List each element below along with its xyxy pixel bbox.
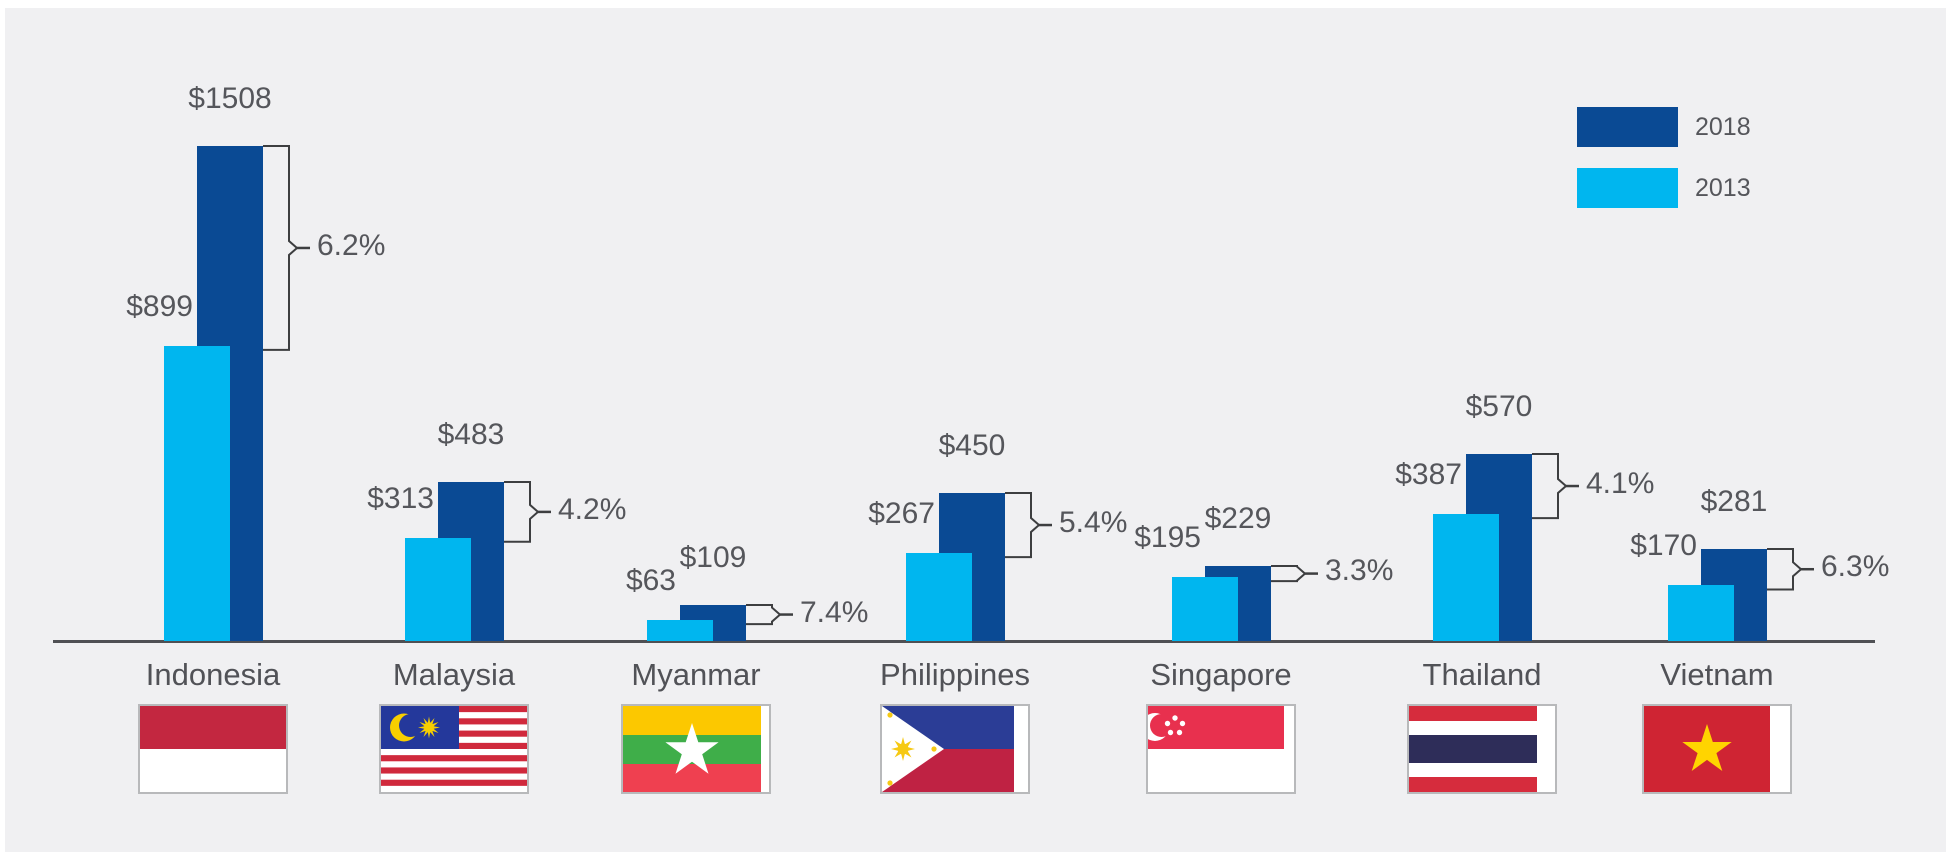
- growth-label-vietnam: 6.3%: [1821, 549, 1890, 583]
- growth-bracket-philippines: [1005, 492, 1052, 559]
- value-label-2013-philippines: $267: [868, 497, 935, 531]
- value-label-2013-indonesia: $899: [126, 289, 193, 323]
- legend: 2018 2013: [1577, 107, 1751, 208]
- chart-panel: 2018 2013 $1508 $899 6.2% Indonesia $483 $313…: [5, 8, 1946, 852]
- growth-label-thailand: 4.1%: [1586, 466, 1655, 500]
- value-label-2013-vietnam: $170: [1630, 529, 1697, 563]
- malaysia-flag-icon: [381, 706, 527, 792]
- value-label-2018-singapore: $229: [1204, 501, 1272, 535]
- flag-box-thailand: [1407, 704, 1557, 794]
- legend-item-2013: 2013: [1577, 168, 1751, 208]
- vietnam-flag-icon: [1644, 706, 1770, 792]
- bar-2013-philippines: [906, 553, 972, 641]
- category-label-singapore: Singapore: [1150, 657, 1292, 692]
- flag-box-malaysia: [379, 704, 529, 794]
- legend-item-2018: 2018: [1577, 107, 1751, 147]
- singapore-flag-icon: [1148, 706, 1284, 792]
- value-label-2018-vietnam: $281: [1700, 484, 1768, 518]
- flag-box-myanmar: [621, 704, 771, 794]
- category-label-thailand: Thailand: [1422, 657, 1542, 692]
- bar-2013-myanmar: [647, 620, 713, 641]
- growth-bracket-vietnam: [1767, 547, 1814, 591]
- category-label-myanmar: Myanmar: [631, 657, 761, 692]
- growth-bracket-indonesia: [263, 144, 310, 351]
- legend-swatch-2013-icon: [1577, 168, 1678, 208]
- growth-bracket-thailand: [1532, 452, 1579, 519]
- legend-swatch-2018-icon: [1577, 107, 1678, 147]
- value-label-2013-singapore: $195: [1134, 520, 1201, 554]
- philippines-flag-icon: [882, 706, 1014, 792]
- value-label-2018-thailand: $570: [1465, 389, 1533, 423]
- category-label-vietnam: Vietnam: [1660, 657, 1774, 692]
- value-label-2013-malaysia: $313: [367, 482, 434, 516]
- bar-2013-vietnam: [1668, 585, 1734, 641]
- value-label-2013-thailand: $387: [1395, 457, 1462, 491]
- legend-label-2018: 2018: [1695, 113, 1751, 141]
- value-label-2018-myanmar: $109: [679, 541, 747, 575]
- growth-bracket-singapore: [1271, 564, 1318, 582]
- bar-2013-singapore: [1172, 576, 1238, 641]
- growth-label-malaysia: 4.2%: [558, 493, 627, 527]
- category-label-indonesia: Indonesia: [145, 657, 281, 692]
- flag-box-singapore: [1146, 704, 1296, 794]
- growth-bracket-myanmar: [746, 604, 793, 626]
- category-label-philippines: Philippines: [880, 657, 1030, 692]
- flag-box-philippines: [880, 704, 1030, 794]
- thailand-flag-icon: [1409, 706, 1537, 792]
- growth-bracket-malaysia: [504, 481, 551, 544]
- flag-box-indonesia: [138, 704, 288, 794]
- growth-label-philippines: 5.4%: [1059, 506, 1128, 540]
- category-label-malaysia: Malaysia: [392, 657, 516, 692]
- flag-box-vietnam: [1642, 704, 1792, 794]
- bar-2013-thailand: [1433, 513, 1499, 641]
- growth-label-singapore: 3.3%: [1325, 554, 1394, 588]
- myanmar-flag-icon: [623, 706, 761, 792]
- indonesia-flag-icon: [140, 706, 286, 792]
- growth-label-myanmar: 7.4%: [800, 595, 869, 629]
- value-label-2018-malaysia: $483: [437, 418, 505, 452]
- bar-2013-indonesia: [164, 345, 230, 641]
- growth-label-indonesia: 6.2%: [317, 228, 386, 262]
- value-label-2018-indonesia: $1508: [188, 81, 272, 115]
- value-label-2013-myanmar: $63: [625, 564, 676, 598]
- value-label-2018-philippines: $450: [938, 429, 1006, 463]
- bar-2013-malaysia: [405, 538, 471, 641]
- x-axis-line: [53, 640, 1875, 643]
- legend-label-2013: 2013: [1695, 174, 1751, 202]
